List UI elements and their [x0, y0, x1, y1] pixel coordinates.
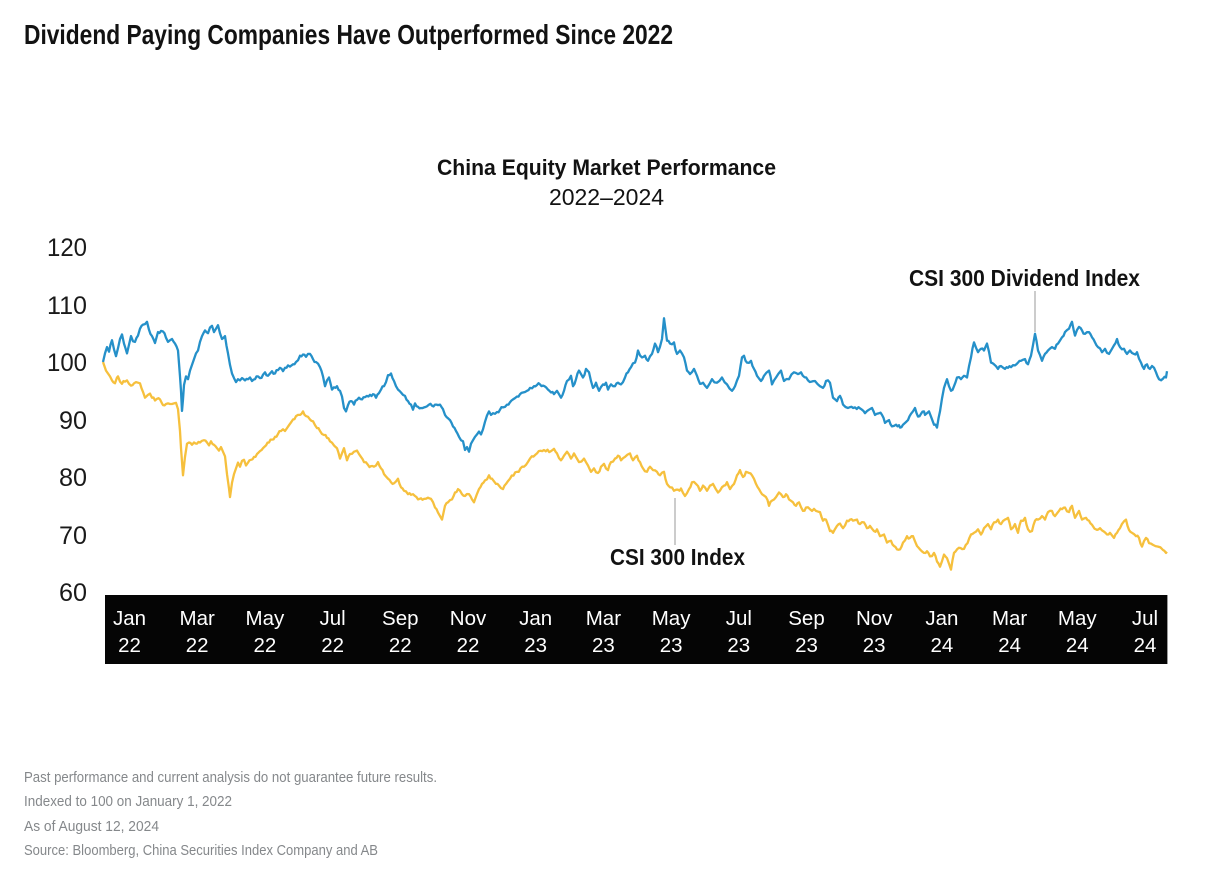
svg-text:Past performance and current a: Past performance and current analysis do… — [24, 770, 437, 786]
svg-text:Source: Bloomberg, China Secur: Source: Bloomberg, China Securities Inde… — [24, 843, 378, 859]
svg-text:22: 22 — [389, 634, 412, 657]
svg-text:Jul: Jul — [1132, 607, 1158, 630]
svg-text:22: 22 — [457, 634, 480, 657]
svg-text:Mar: Mar — [180, 607, 215, 630]
svg-text:Sep: Sep — [382, 607, 418, 630]
svg-text:Dividend Paying Companies Have: Dividend Paying Companies Have Outperfor… — [24, 19, 673, 50]
svg-text:23: 23 — [727, 634, 750, 657]
svg-text:China Equity Market Performanc: China Equity Market Performance — [437, 155, 776, 180]
svg-text:24: 24 — [1134, 634, 1157, 657]
svg-text:24: 24 — [930, 634, 953, 657]
svg-text:May: May — [246, 607, 285, 630]
svg-text:22: 22 — [118, 634, 141, 657]
svg-text:2022–2024: 2022–2024 — [549, 184, 664, 210]
svg-text:CSI 300 Index: CSI 300 Index — [610, 544, 745, 570]
svg-text:Indexed to 100 on January 1, 2: Indexed to 100 on January 1, 2022 — [24, 794, 232, 810]
svg-text:Jan: Jan — [519, 607, 552, 630]
svg-text:Jan: Jan — [925, 607, 958, 630]
svg-text:As of August 12, 2024: As of August 12, 2024 — [24, 819, 159, 835]
svg-text:23: 23 — [795, 634, 818, 657]
svg-text:Jan: Jan — [113, 607, 146, 630]
svg-text:23: 23 — [592, 634, 615, 657]
svg-text:24: 24 — [998, 634, 1021, 657]
svg-text:22: 22 — [186, 634, 209, 657]
svg-text:Nov: Nov — [450, 607, 487, 630]
svg-text:22: 22 — [321, 634, 344, 657]
svg-text:60: 60 — [59, 579, 87, 607]
svg-text:24: 24 — [1066, 634, 1089, 657]
svg-text:Sep: Sep — [788, 607, 824, 630]
svg-text:90: 90 — [59, 407, 87, 435]
svg-text:23: 23 — [863, 634, 886, 657]
svg-text:80: 80 — [59, 464, 87, 492]
svg-text:23: 23 — [524, 634, 547, 657]
svg-text:70: 70 — [59, 522, 87, 550]
svg-text:Jul: Jul — [726, 607, 752, 630]
svg-text:23: 23 — [660, 634, 683, 657]
svg-text:100: 100 — [47, 349, 87, 377]
svg-text:May: May — [652, 607, 691, 630]
svg-text:Jul: Jul — [319, 607, 345, 630]
svg-text:110: 110 — [47, 292, 87, 320]
svg-text:CSI 300 Dividend Index: CSI 300 Dividend Index — [909, 265, 1140, 291]
svg-text:May: May — [1058, 607, 1097, 630]
svg-text:Mar: Mar — [586, 607, 621, 630]
svg-text:120: 120 — [47, 234, 87, 262]
svg-text:22: 22 — [253, 634, 276, 657]
svg-text:Nov: Nov — [856, 607, 893, 630]
svg-text:Mar: Mar — [992, 607, 1027, 630]
